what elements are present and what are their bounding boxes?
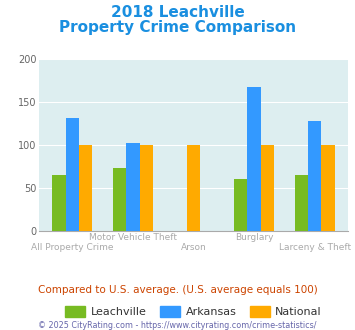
Bar bbox=[187, 145, 200, 231]
Bar bbox=[53, 175, 66, 231]
Text: Property Crime Comparison: Property Crime Comparison bbox=[59, 20, 296, 35]
Bar bbox=[140, 145, 153, 231]
Text: Burglary: Burglary bbox=[235, 233, 273, 242]
Bar bbox=[261, 145, 274, 231]
Bar bbox=[126, 143, 140, 231]
Text: Compared to U.S. average. (U.S. average equals 100): Compared to U.S. average. (U.S. average … bbox=[38, 285, 317, 295]
Text: Arson: Arson bbox=[181, 243, 206, 251]
Bar bbox=[321, 145, 334, 231]
Text: All Property Crime: All Property Crime bbox=[31, 243, 114, 251]
Bar bbox=[295, 175, 308, 231]
Bar bbox=[308, 121, 321, 231]
Bar bbox=[113, 168, 126, 231]
Text: 2018 Leachville: 2018 Leachville bbox=[111, 5, 244, 20]
Text: Motor Vehicle Theft: Motor Vehicle Theft bbox=[89, 233, 177, 242]
Bar bbox=[66, 118, 79, 231]
Bar bbox=[234, 179, 247, 231]
Legend: Leachville, Arkansas, National: Leachville, Arkansas, National bbox=[61, 302, 326, 322]
Text: © 2025 CityRating.com - https://www.cityrating.com/crime-statistics/: © 2025 CityRating.com - https://www.city… bbox=[38, 321, 317, 330]
Bar bbox=[79, 145, 92, 231]
Text: Larceny & Theft: Larceny & Theft bbox=[279, 243, 351, 251]
Bar bbox=[247, 87, 261, 231]
